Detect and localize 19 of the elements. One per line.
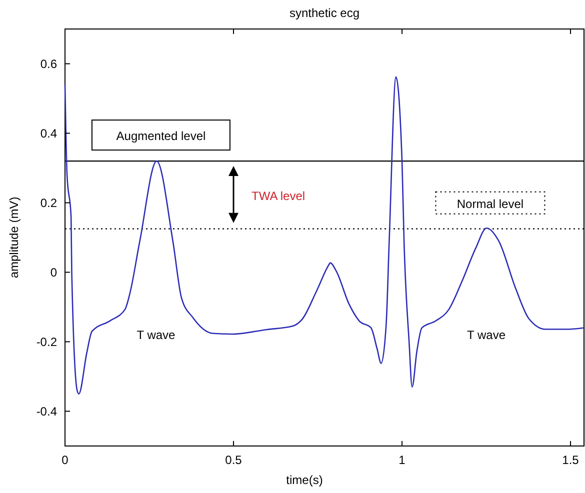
x-tick-label: 1 <box>398 453 406 467</box>
y-tick-label: 0.6 <box>40 56 58 71</box>
chart-title: synthetic ecg <box>289 6 360 20</box>
y-axis-title: amplitude (mV) <box>7 196 21 278</box>
x-tick-label: 0 <box>62 453 69 467</box>
x-tick-label: 1.5 <box>562 453 580 467</box>
y-tick-label: 0.2 <box>40 196 58 210</box>
line-series <box>64 76 584 395</box>
y-tick-label: 0.4 <box>40 126 58 140</box>
annotation: TWA level <box>252 188 306 203</box>
y-tick-label: 0 <box>50 265 58 280</box>
x-tick-label: 0.5 <box>225 453 242 467</box>
ref-line-label: Normal level <box>456 196 524 211</box>
annotation: T wave <box>136 328 176 342</box>
y-tick-label: -0.4 <box>36 404 58 418</box>
ref-line-label: Augmented level <box>116 129 206 144</box>
y-tick-label: -0.2 <box>36 334 58 349</box>
annotation: T wave <box>467 328 506 342</box>
x-axis-title: time(s) <box>286 473 323 487</box>
